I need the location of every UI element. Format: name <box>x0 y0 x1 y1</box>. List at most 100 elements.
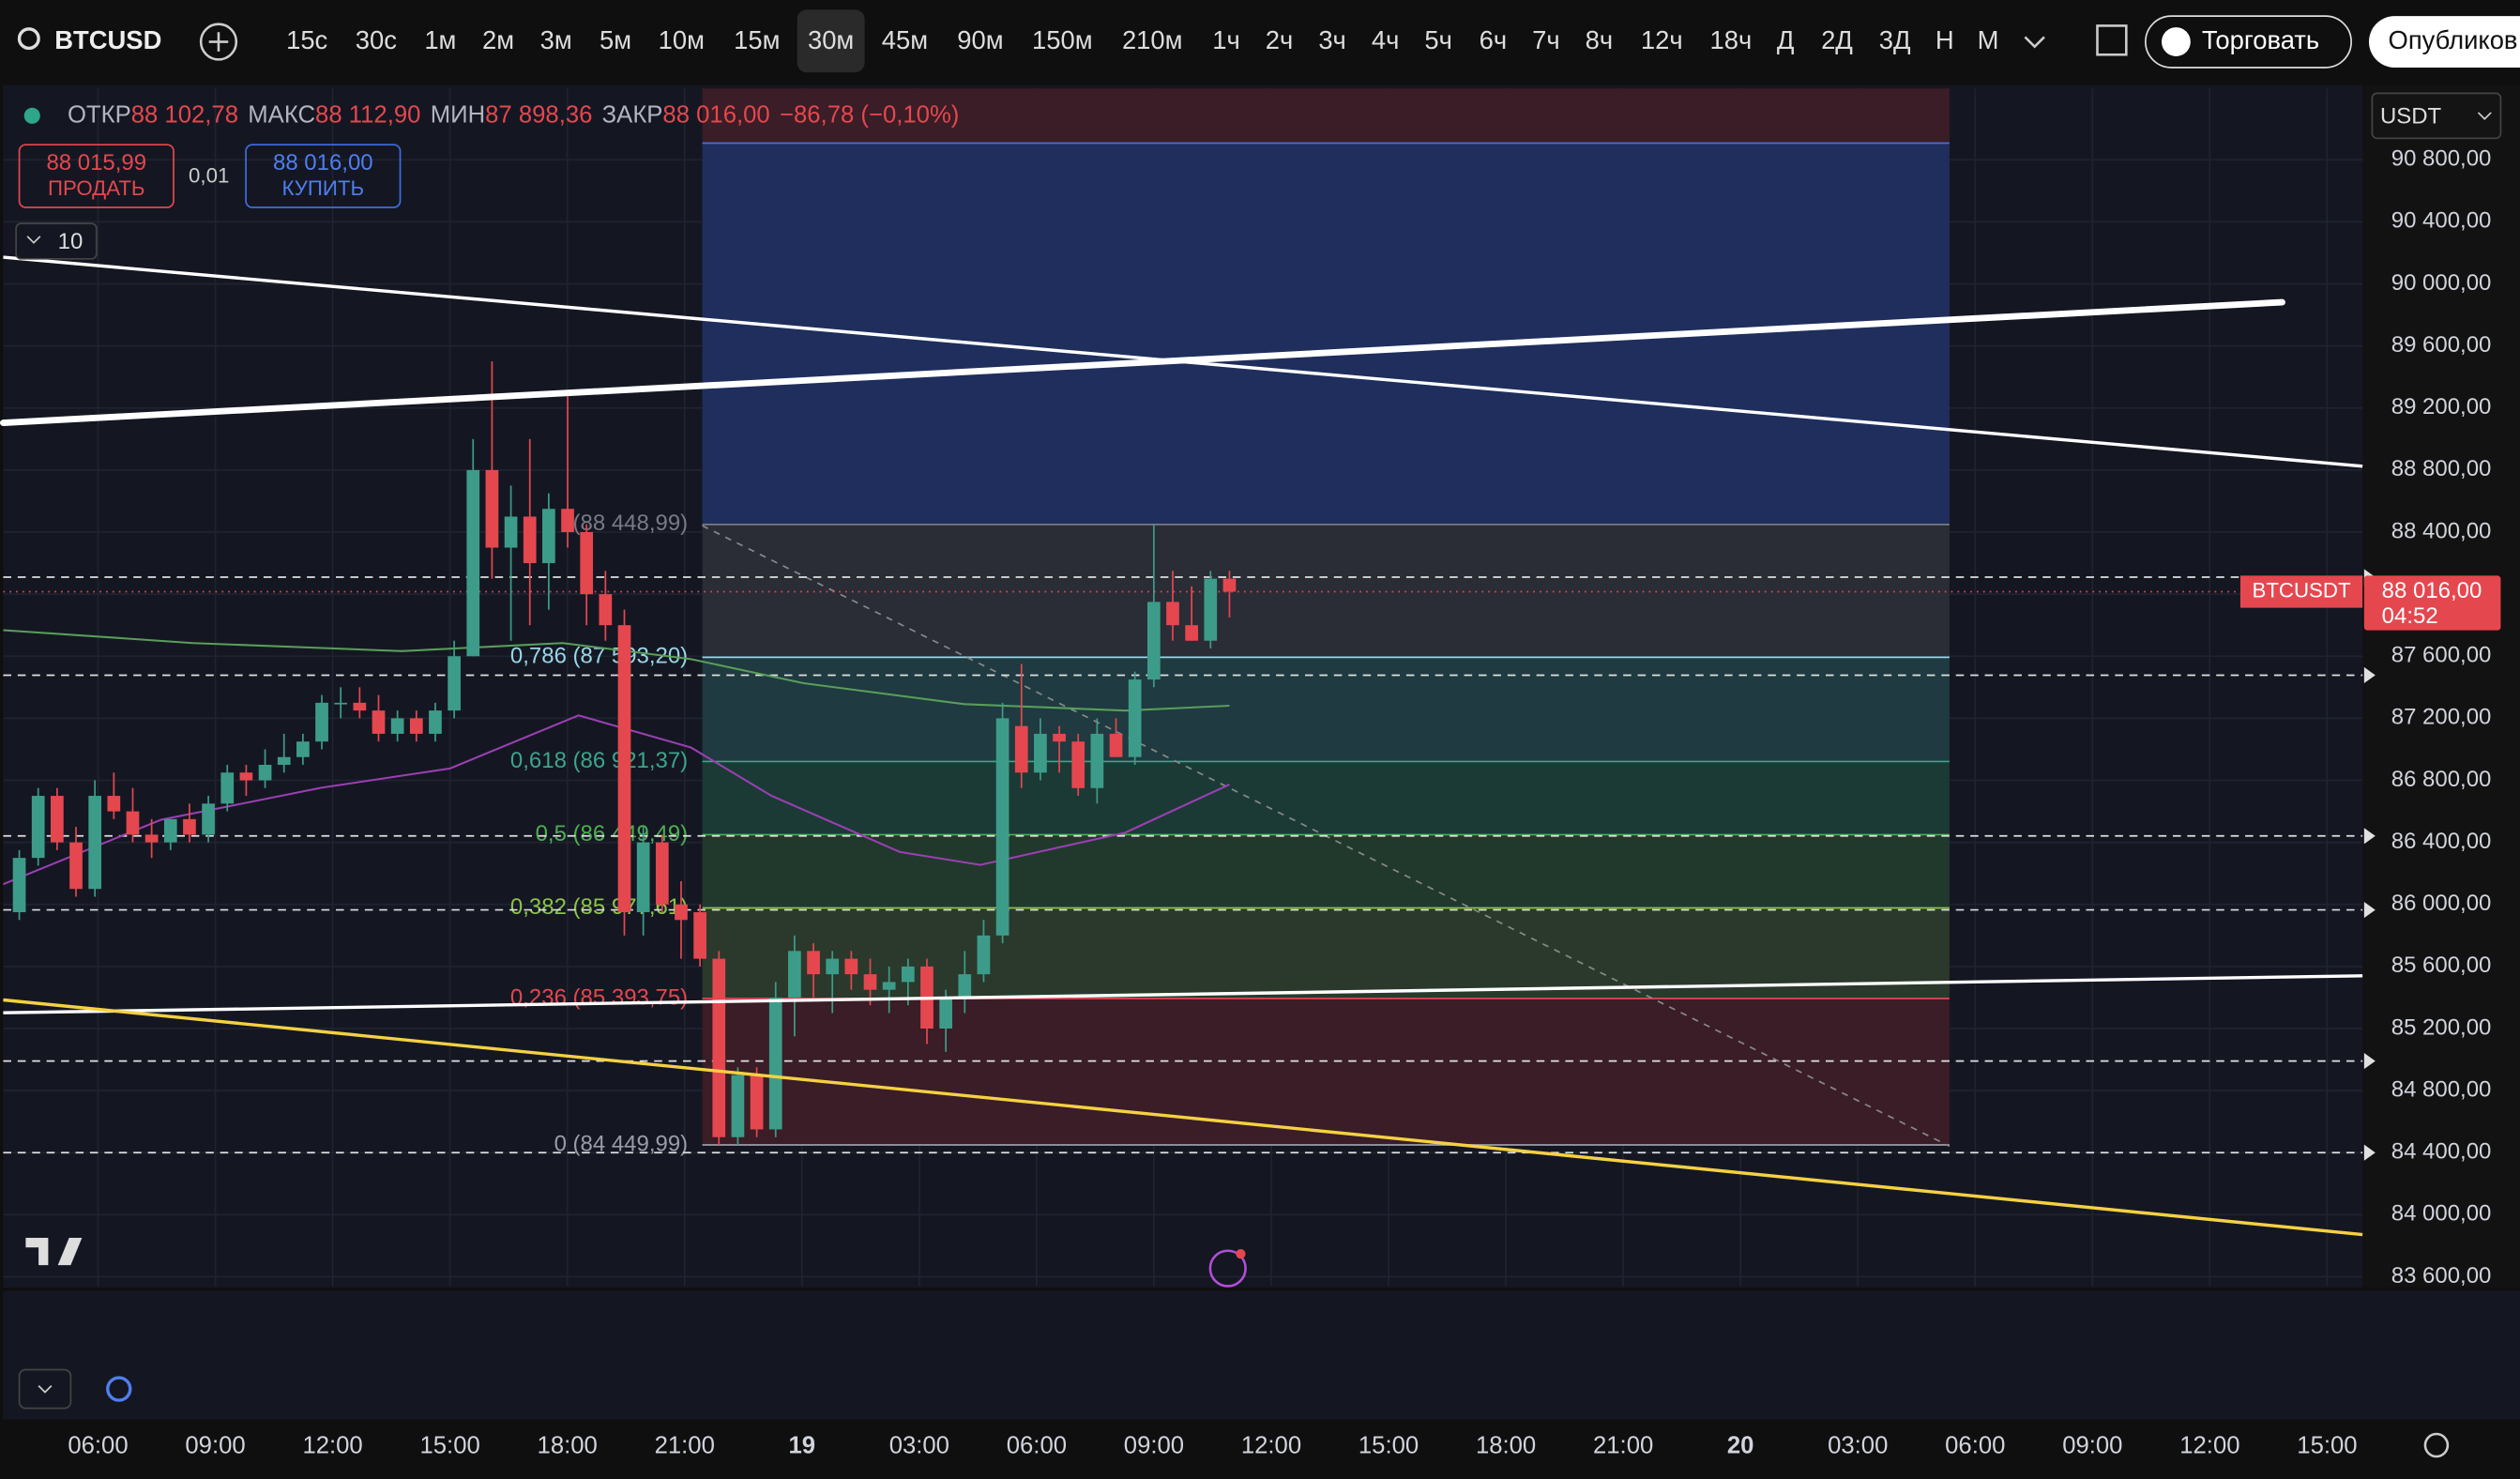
legend-open: 88 102,78 <box>131 101 238 128</box>
candle-body <box>599 594 613 626</box>
candle-body <box>504 516 518 548</box>
candle-body <box>731 1075 745 1137</box>
symbol-tag-text: BTCUSDT <box>2252 578 2350 602</box>
candle-body <box>1204 578 1218 641</box>
interval-button[interactable]: 5ч <box>1424 25 1452 54</box>
price-axis <box>2362 84 2520 1288</box>
trend-line <box>3 974 2363 1014</box>
lightning-icon[interactable] <box>1208 1249 1247 1288</box>
interval-button[interactable]: 90м <box>957 25 1003 54</box>
candle-body <box>788 951 801 998</box>
candle-body <box>88 796 102 890</box>
fib-zone <box>702 524 1950 658</box>
interval-button[interactable]: 8ч <box>1586 25 1614 54</box>
candle-body <box>163 818 177 843</box>
candle-body <box>1034 733 1047 773</box>
interval-button[interactable]: 1м <box>424 25 456 54</box>
fib-zone <box>702 143 1950 525</box>
candle-body <box>901 966 915 983</box>
candle-body <box>977 935 991 975</box>
candle-body <box>239 772 253 781</box>
y-tick-label: 89 600,00 <box>2391 332 2492 358</box>
candle-body <box>523 516 537 564</box>
candle-body <box>561 509 574 533</box>
refresh-icon[interactable] <box>106 1376 132 1402</box>
candle-body <box>617 625 631 913</box>
legend-dot <box>23 107 40 124</box>
x-tick-label: 15:00 <box>1359 1433 1419 1459</box>
x-tick-label: 06:00 <box>1945 1433 2005 1459</box>
level-arrow <box>2363 828 2376 845</box>
symbol-tag <box>2239 575 2363 608</box>
interval-button[interactable]: 210м <box>1122 25 1183 54</box>
interval-button[interactable]: 12ч <box>1641 25 1683 54</box>
publish-text: Опубликов <box>2389 25 2518 54</box>
symbol[interactable]: BTCUSD <box>54 25 161 54</box>
buy-price: 88 016,00 <box>273 150 373 175</box>
settings-icon[interactable] <box>2423 1432 2450 1458</box>
interval-button[interactable]: 15м <box>734 25 780 54</box>
x-tick-label: 06:00 <box>68 1433 128 1459</box>
interval-button[interactable]: 3ч <box>1318 25 1346 54</box>
interval-button[interactable]: 6ч <box>1480 25 1508 54</box>
candle-body <box>485 469 499 548</box>
x-tick-label: 09:00 <box>185 1433 245 1459</box>
interval-button[interactable]: М <box>1978 25 1999 54</box>
interval-button[interactable]: 7ч <box>1532 25 1560 54</box>
add-symbol-plus <box>208 32 229 52</box>
interval-active <box>797 9 865 73</box>
y-tick-label: 88 400,00 <box>2391 518 2492 543</box>
spread: 0,01 <box>189 163 229 187</box>
interval-button[interactable]: 30м <box>808 25 854 54</box>
interval-button[interactable]: Д <box>1777 25 1795 54</box>
interval-button[interactable]: 3м <box>540 25 572 54</box>
candle-body <box>1090 733 1104 788</box>
x-tick-label: 19 <box>789 1433 816 1459</box>
interval-button[interactable]: 1ч <box>1212 25 1240 54</box>
interval-button[interactable]: 45м <box>882 25 928 54</box>
indicators-toggle[interactable] <box>15 222 98 260</box>
interval-button[interactable]: 2м <box>482 25 514 54</box>
legend-close-label: ЗАКР <box>602 101 663 128</box>
interval-button[interactable]: 18ч <box>1710 25 1753 54</box>
price-tag-countdown: 04:52 <box>2382 603 2438 629</box>
candle-body <box>448 656 461 711</box>
candle-body <box>807 951 820 975</box>
interval-button[interactable]: Н <box>1936 25 1954 54</box>
candle-body <box>1128 679 1142 757</box>
compare-icon[interactable] <box>2096 24 2128 56</box>
sell-button[interactable] <box>18 144 175 208</box>
publish-button[interactable] <box>2368 16 2520 68</box>
collapse-button[interactable] <box>18 1368 72 1410</box>
x-tick-label: 21:00 <box>655 1433 715 1459</box>
interval-button[interactable]: 5м <box>600 25 631 54</box>
interval-button[interactable]: 150м <box>1032 25 1093 54</box>
trade-button[interactable] <box>2145 15 2352 69</box>
y-tick-label: 85 600,00 <box>2391 953 2492 978</box>
interval-button[interactable]: 2ч <box>1266 25 1294 54</box>
interval-more[interactable] <box>2024 36 2045 49</box>
x-tick-label: 18:00 <box>538 1433 598 1459</box>
candle-body <box>1222 578 1237 592</box>
candle-body <box>863 974 877 990</box>
legend-low-label: МИН <box>431 101 485 128</box>
toolbar <box>0 0 2520 81</box>
candle-body <box>1185 625 1198 641</box>
buy-button[interactable] <box>245 144 402 208</box>
candle-body <box>466 469 480 657</box>
y-tick-label: 85 200,00 <box>2391 1014 2492 1040</box>
interval-button[interactable]: 4ч <box>1372 25 1400 54</box>
candle-body <box>636 842 650 913</box>
interval-button[interactable]: 15с <box>286 25 327 54</box>
interval-button[interactable]: 3Д <box>1879 25 1911 54</box>
candle-body <box>844 958 858 975</box>
interval-button[interactable]: 10м <box>659 25 705 54</box>
interval-button[interactable]: 2Д <box>1821 25 1853 54</box>
y-tick-label: 84 800,00 <box>2391 1076 2492 1102</box>
candle-body <box>296 741 310 757</box>
currency-select[interactable] <box>2371 92 2502 140</box>
add-symbol[interactable] <box>199 23 238 61</box>
interval-button[interactable]: 30с <box>356 25 397 54</box>
candle-body <box>183 818 196 835</box>
